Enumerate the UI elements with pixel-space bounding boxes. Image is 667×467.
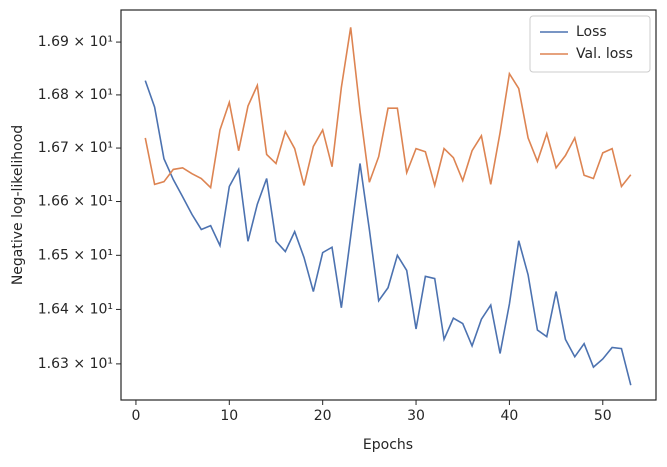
x-tick-label: 40 — [500, 408, 518, 424]
y-tick-label: 1.64 × 10¹ — [38, 301, 113, 317]
x-tick-label: 20 — [314, 408, 332, 424]
y-tick-label: 1.66 × 10¹ — [38, 194, 113, 210]
line — [144, 27, 632, 190]
legend-label: Val. loss — [576, 46, 633, 62]
y-tick-label: 1.67 × 10¹ — [38, 140, 113, 156]
x-tick-label: 30 — [407, 408, 425, 424]
y-tick-label: 1.65 × 10¹ — [38, 247, 113, 263]
legend-label: Loss — [576, 24, 607, 40]
x-axis-label: Epochs — [363, 437, 413, 453]
y-tick-label: 1.68 × 10¹ — [38, 87, 113, 103]
y-tick-label: 1.69 × 10¹ — [38, 34, 113, 50]
x-tick-label: 0 — [131, 408, 140, 424]
x-tick-label: 50 — [594, 408, 612, 424]
line — [144, 80, 632, 386]
y-tick-label: 1.63 × 10¹ — [38, 356, 113, 372]
plot-frame — [120, 9, 657, 401]
legend-box — [529, 15, 651, 73]
x-tick-label: 10 — [220, 408, 238, 424]
y-axis-label: Negative log-likelihood — [10, 125, 26, 285]
